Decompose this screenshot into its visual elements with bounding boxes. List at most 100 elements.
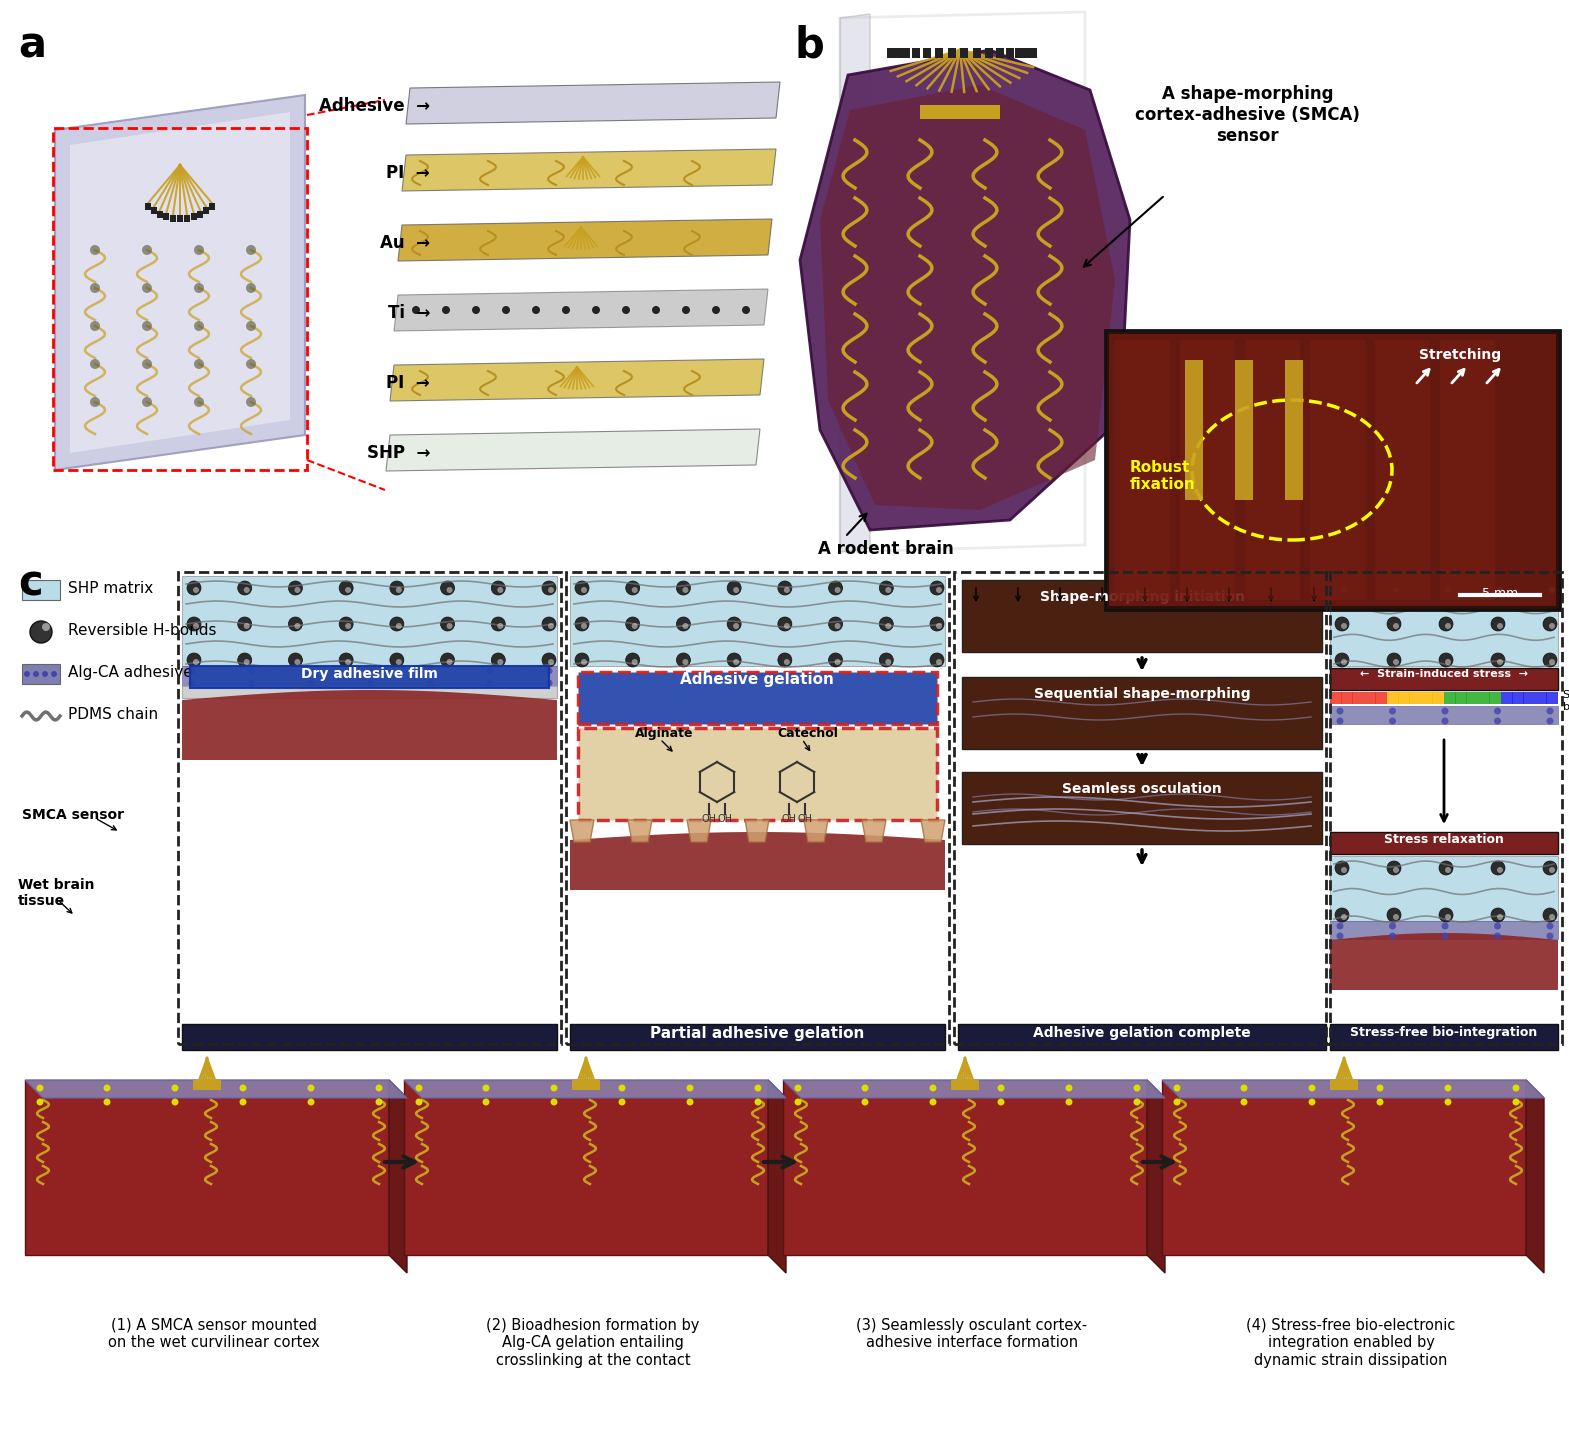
Circle shape [339,617,353,630]
Circle shape [733,623,739,629]
Circle shape [1542,582,1556,595]
Circle shape [581,659,587,665]
Text: ←  Strain-induced stress  →: ← Strain-induced stress → [1360,669,1528,679]
Circle shape [1497,659,1503,665]
Circle shape [89,246,100,256]
Bar [962,580,1323,652]
Circle shape [171,1099,179,1106]
Circle shape [784,659,789,665]
Text: c: c [17,561,42,605]
Circle shape [246,322,256,332]
Circle shape [395,659,402,665]
Circle shape [794,1084,802,1091]
Circle shape [491,653,505,666]
Bar [1398,692,1411,704]
Circle shape [295,587,300,593]
Circle shape [486,668,493,675]
Circle shape [618,1099,626,1106]
Polygon shape [800,50,1130,530]
Circle shape [581,587,587,593]
Circle shape [1445,659,1451,665]
Circle shape [1241,1084,1247,1091]
Text: Sequential shape-morphing: Sequential shape-morphing [1034,686,1250,701]
Circle shape [1337,922,1343,929]
Circle shape [195,359,204,369]
Circle shape [472,306,480,314]
Bar [570,576,945,666]
Circle shape [683,659,689,665]
Circle shape [375,1099,383,1106]
Bar [184,214,190,221]
Circle shape [1491,617,1505,630]
Text: OH: OH [781,814,797,824]
Bar [948,47,956,57]
Polygon shape [391,359,764,401]
Circle shape [687,1084,693,1091]
Bar [1478,692,1491,704]
Circle shape [653,306,661,314]
Polygon shape [394,289,767,332]
Circle shape [33,671,39,676]
Text: OH: OH [717,814,733,824]
Circle shape [248,668,256,675]
Circle shape [1335,862,1349,875]
Circle shape [1341,623,1348,629]
Circle shape [683,623,689,629]
Polygon shape [1527,1080,1544,1272]
Bar [53,128,308,470]
Bar [1244,340,1301,600]
Circle shape [574,653,588,666]
Circle shape [1513,1084,1519,1091]
Circle shape [367,679,373,686]
Polygon shape [25,1080,406,1099]
Bar [204,207,210,214]
Circle shape [104,1084,110,1091]
Circle shape [687,1099,693,1106]
Bar [169,214,176,221]
Circle shape [1445,1084,1451,1091]
Bar [1310,340,1365,600]
Circle shape [632,623,637,629]
Circle shape [187,653,201,666]
Bar [1331,692,1341,704]
Bar [886,47,894,57]
Circle shape [1547,932,1553,939]
Bar [1432,692,1443,704]
Circle shape [726,617,741,630]
Circle shape [1497,867,1503,873]
Bar [182,1024,557,1050]
Bar [1331,831,1558,854]
Circle shape [1376,1084,1384,1091]
Text: Adhesive gelation complete: Adhesive gelation complete [1032,1025,1250,1040]
Circle shape [1341,659,1348,665]
Bar [1443,692,1456,704]
Text: Stress relaxation: Stress relaxation [1384,833,1505,846]
Circle shape [195,283,204,293]
Circle shape [1335,653,1349,666]
Circle shape [1389,718,1396,725]
Polygon shape [71,112,290,452]
Circle shape [36,1099,44,1106]
Circle shape [289,653,303,666]
Circle shape [733,587,739,593]
Text: OH: OH [701,814,717,824]
Circle shape [289,617,303,630]
Circle shape [289,582,303,595]
Bar [182,576,557,666]
Bar [902,47,910,57]
Bar [954,572,1331,1044]
Text: Reversible H-bonds: Reversible H-bonds [67,623,217,638]
Bar [924,47,932,57]
Text: Catechol: Catechol [777,727,838,740]
Circle shape [1445,623,1451,629]
Bar [182,686,557,698]
Circle shape [1442,718,1448,725]
Polygon shape [402,149,777,191]
Circle shape [1494,922,1502,929]
Circle shape [246,246,256,256]
Bar [1105,330,1560,610]
Bar [1454,692,1467,704]
Circle shape [937,587,941,593]
Text: Wet brain
tissue: Wet brain tissue [17,877,94,908]
Circle shape [726,582,741,595]
